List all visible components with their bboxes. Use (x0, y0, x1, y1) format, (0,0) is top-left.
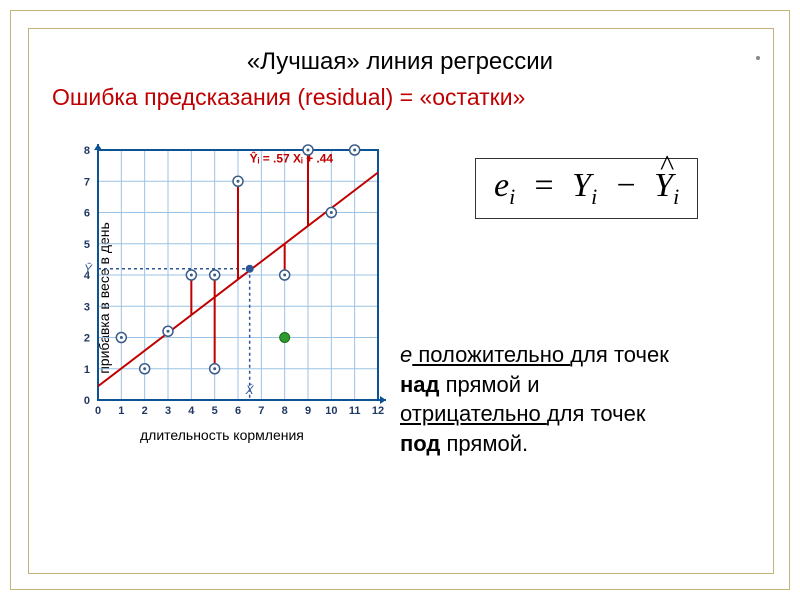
explain-for2: для точек (547, 401, 646, 426)
svg-text:10: 10 (325, 405, 337, 417)
residual-equation: ei = Yi − Yi (475, 158, 698, 219)
explain-pos: положительно (412, 342, 570, 367)
svg-text:0: 0 (84, 395, 90, 407)
svg-text:5: 5 (212, 405, 218, 417)
svg-text:8: 8 (282, 405, 288, 417)
svg-text:6: 6 (84, 208, 90, 220)
eq-rhs2-sub: i (673, 184, 679, 209)
slide-title: «Лучшая» линия регрессии (0, 48, 800, 76)
explain-above: над (400, 372, 440, 397)
svg-text:5: 5 (84, 239, 90, 251)
svg-text:7: 7 (84, 176, 90, 188)
chart-xlabel: длительность кормления (140, 427, 304, 443)
explanation-text: е положительно для точек над прямой и от… (400, 340, 760, 459)
explain-neg: отрицательно (400, 401, 547, 426)
svg-text:9: 9 (305, 405, 311, 417)
eq-rhs2-var: Y (654, 167, 673, 205)
explain-for1: для точек (570, 342, 669, 367)
svg-text:1: 1 (84, 364, 90, 376)
svg-text:4: 4 (188, 405, 195, 417)
svg-text:3: 3 (165, 405, 171, 417)
explain-e: е (400, 342, 412, 367)
eq-lhs-sub: i (509, 184, 515, 209)
svg-text:X̄: X̄ (245, 383, 255, 397)
eq-lhs-var: e (494, 167, 509, 204)
svg-text:2: 2 (84, 333, 90, 345)
svg-text:2: 2 (142, 405, 148, 417)
eq-rhs1-var: Y (572, 167, 591, 204)
eq-rhs1-sub: i (591, 184, 597, 209)
svg-text:12: 12 (372, 405, 384, 417)
explain-below: под (400, 431, 440, 456)
svg-text:1: 1 (118, 405, 124, 417)
svg-text:7: 7 (258, 405, 264, 417)
svg-text:11: 11 (349, 405, 361, 417)
slide-subtitle: Ошибка предсказания (residual) = «остатк… (52, 84, 525, 111)
svg-text:3: 3 (84, 301, 90, 313)
svg-text:Ȳ: Ȳ (84, 262, 93, 276)
explain-line-and: прямой и (440, 372, 540, 397)
svg-text:Ŷᵢ = .57 Xᵢ + .44: Ŷᵢ = .57 Xᵢ + .44 (250, 151, 334, 166)
svg-text:6: 6 (235, 405, 241, 417)
chart-svg: 0123456789101112012345678ȲX̄Ŷᵢ = .57 Xᵢ … (70, 140, 390, 420)
explain-line-end: прямой. (440, 431, 528, 456)
regression-chart: прибавка в весе в день длительность корм… (50, 140, 390, 440)
svg-text:0: 0 (95, 405, 101, 417)
svg-text:8: 8 (84, 145, 90, 157)
